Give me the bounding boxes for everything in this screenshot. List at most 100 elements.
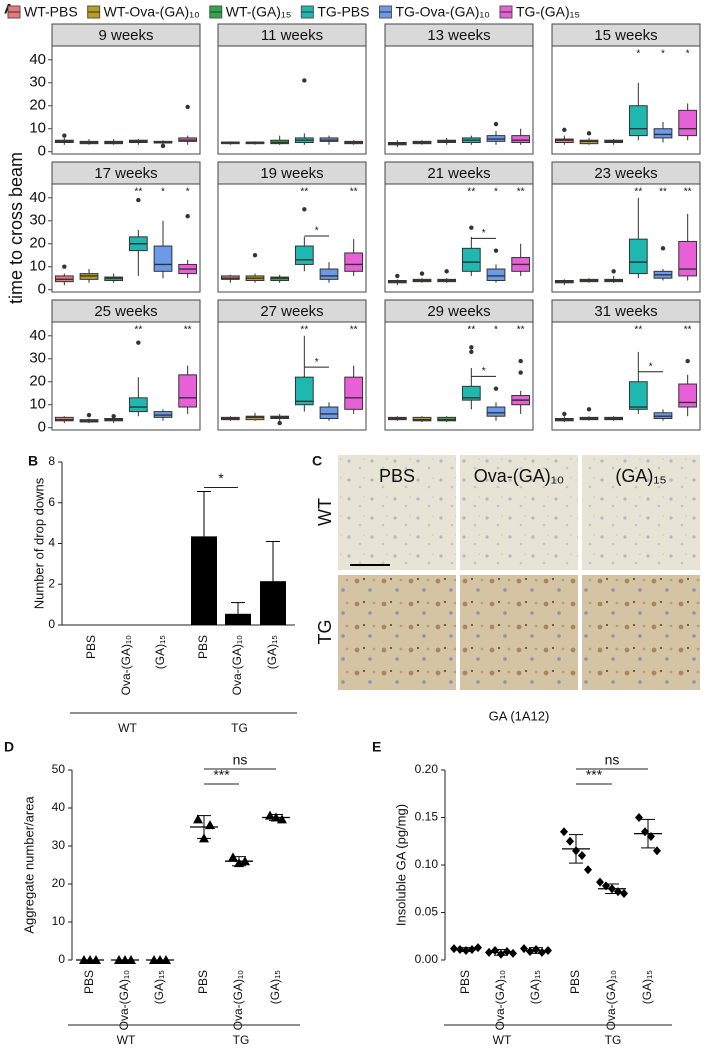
y-tick-label: 0.15 <box>415 810 439 824</box>
x-tick-label: PBS <box>568 970 582 994</box>
legend-label: WT-PBS <box>24 4 78 20</box>
group-label: WT <box>117 1033 136 1047</box>
significance: ** <box>134 325 142 336</box>
significance: ** <box>134 187 142 198</box>
y-axis-title: Number of drop downs <box>31 477 46 609</box>
outlier <box>111 414 116 419</box>
group-label: TG <box>233 1033 250 1047</box>
data-point <box>584 865 592 875</box>
facet-title: 13 weeks <box>427 27 490 44</box>
outlier <box>395 273 400 279</box>
outlier <box>302 207 307 212</box>
outlier <box>444 269 449 274</box>
outlier <box>518 358 523 364</box>
x-tick-label: Ova-(GA)₁₀ <box>604 970 618 1030</box>
data-point <box>277 814 287 824</box>
box <box>461 247 481 272</box>
significance: ** <box>634 325 642 336</box>
significance: * <box>636 49 640 60</box>
significance: ** <box>350 325 358 336</box>
box <box>319 268 339 280</box>
y-axis-title: Aggregate number/area <box>21 796 36 934</box>
panel-label: D <box>4 739 14 755</box>
micrograph-grid <box>338 455 700 690</box>
outlier <box>469 225 474 230</box>
x-tick-label: (GA)₁₅ <box>153 635 167 669</box>
significance: * <box>494 325 498 336</box>
significance: * <box>661 49 665 60</box>
legend-label: TG-Ova-(GA)₁₀ <box>395 4 490 20</box>
y-tick-label: 10 <box>29 258 46 275</box>
facet-panel <box>51 183 201 293</box>
outlier <box>469 345 474 350</box>
bar <box>260 581 286 625</box>
facet-panel <box>217 183 367 293</box>
x-tick-label: (GA)₁₅ <box>268 970 282 1004</box>
outlier <box>419 271 425 276</box>
facet-title: 29 weeks <box>427 303 490 320</box>
facet-title: 25 weeks <box>94 303 157 320</box>
y-axis-title: Insoluble GA (pg/mg) <box>393 804 408 926</box>
outlier <box>586 131 592 136</box>
y-tick-label: 40 <box>29 189 46 206</box>
micrograph <box>582 455 700 570</box>
bar <box>191 536 217 625</box>
significance: ** <box>634 187 642 198</box>
significance: * <box>686 49 690 60</box>
micrograph <box>338 455 456 570</box>
outlier <box>302 78 307 83</box>
outlier <box>586 407 592 412</box>
facet-panel <box>384 45 534 155</box>
box <box>653 128 673 139</box>
outlier <box>62 264 67 269</box>
facet-panel <box>217 321 367 431</box>
facet-title: 15 weeks <box>594 27 657 44</box>
significance: ** <box>517 325 525 336</box>
legend-label: TG-(GA)₁₅ <box>516 4 580 20</box>
bracket-label: * <box>315 226 319 237</box>
data-point <box>635 813 643 822</box>
outlier <box>562 411 567 417</box>
y-tick-label: 40 <box>29 51 46 68</box>
significance: * <box>186 187 190 198</box>
significance: ** <box>467 325 475 336</box>
significance: * <box>161 187 165 198</box>
legend-label: TG-PBS <box>317 4 369 20</box>
data-point <box>578 851 586 860</box>
data-point <box>450 944 458 954</box>
significance: ** <box>300 187 308 198</box>
y-tick-label: 50 <box>52 762 66 776</box>
bracket-label: ns <box>233 752 248 768</box>
y-tick-label: 2 <box>48 576 55 590</box>
legend-label: WT-(GA)₁₅ <box>226 4 292 20</box>
box <box>128 397 148 413</box>
facet-title: 11 weeks <box>261 27 323 44</box>
data-point <box>566 836 574 846</box>
y-tick-label: 20 <box>29 373 46 390</box>
facet-panel <box>51 45 201 155</box>
box <box>153 245 173 272</box>
box <box>678 240 698 277</box>
y-tick-label: 0.20 <box>415 762 439 776</box>
outlier <box>252 253 258 258</box>
significance: ** <box>350 187 358 198</box>
y-tick-label: 30 <box>29 212 46 229</box>
x-tick-label: Ova-(GA)₁₀ <box>119 635 133 695</box>
outlier <box>86 412 92 418</box>
outlier <box>493 248 499 253</box>
bracket-label: * <box>482 366 486 377</box>
box <box>178 374 198 408</box>
outlier <box>136 340 141 345</box>
box <box>294 376 314 406</box>
y-tick-label: 40 <box>29 327 46 344</box>
x-tick-label: Ova-(GA)₁₀ <box>117 970 131 1030</box>
micrograph <box>582 575 700 690</box>
x-tick-label: (GA)₁₅ <box>640 970 654 1004</box>
box <box>678 109 698 137</box>
row-label: WT <box>315 498 335 526</box>
group-label: TG <box>231 721 248 735</box>
y-tick-label: 0 <box>48 617 55 631</box>
outlier <box>469 349 474 355</box>
